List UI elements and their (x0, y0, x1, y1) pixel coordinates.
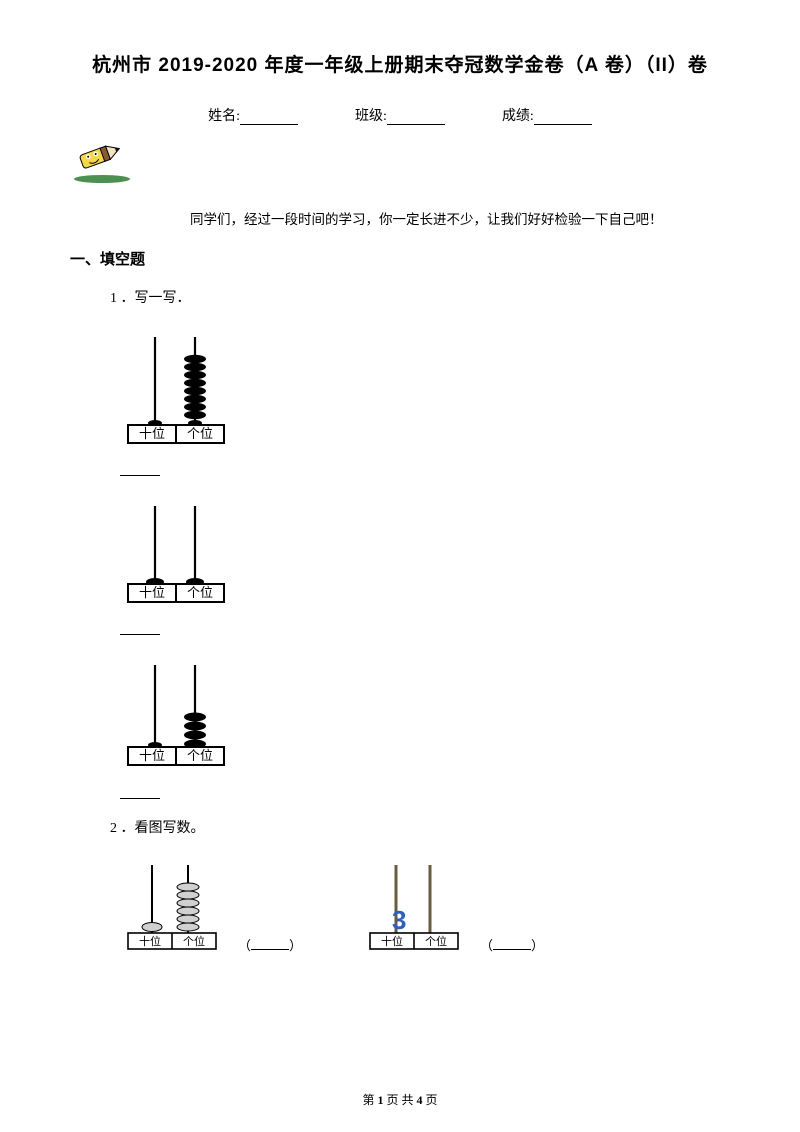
score-blank[interactable] (534, 111, 592, 125)
abacus-2: 十位 个位 (120, 498, 720, 608)
tens-label: 十位 (139, 426, 165, 441)
section-1-heading: 一、填空题 (70, 248, 720, 269)
q2-answer-1[interactable]: （） (238, 935, 302, 954)
abacus-1: 十位 个位 (120, 329, 720, 449)
abacus-q2-2: 3 十位 个位 （） (362, 859, 544, 954)
page-title: 杭州市 2019-2020 年度一年级上册期末夺冠数学金卷（A 卷）（II）卷 (80, 50, 720, 77)
class-label: 班级: (355, 109, 387, 124)
class-blank[interactable] (387, 111, 445, 125)
name-blank[interactable] (240, 111, 298, 125)
svg-text:个位: 个位 (183, 934, 205, 948)
svg-text:十位: 十位 (139, 934, 161, 948)
page-footer: 第 1 页 共 4 页 (0, 1091, 800, 1108)
answer-blank-3[interactable] (120, 798, 160, 799)
question-2: 2 ．看图写数。 (110, 817, 720, 837)
svg-text:十位: 十位 (139, 585, 165, 600)
q2-answer-2[interactable]: （） (480, 935, 544, 954)
svg-text:十位: 十位 (381, 934, 403, 948)
answer-blank-2[interactable] (120, 634, 160, 635)
score-label: 成绩: (502, 109, 534, 124)
q2-row: 十位 个位 （） 3 十位 个位 （） (120, 859, 720, 954)
abacus-3: 十位 个位 (120, 657, 720, 772)
intro-text: 同学们，经过一段时间的学习，你一定长进不少，让我们好好检验一下自己吧！ (190, 208, 720, 228)
answer-blank-1[interactable] (120, 475, 160, 476)
svg-text:个位: 个位 (425, 934, 447, 948)
svg-text:3: 3 (392, 905, 406, 935)
abacus-q2-1: 十位 个位 （） (120, 859, 302, 954)
svg-text:个位: 个位 (187, 585, 213, 600)
question-1: 1 ．写一写． (110, 287, 720, 307)
name-label: 姓名: (208, 109, 240, 124)
pencil-icon (64, 137, 720, 190)
svg-text:十位: 十位 (139, 748, 165, 763)
form-row: 姓名: 班级: 成绩: (80, 105, 720, 125)
ones-label: 个位 (187, 426, 213, 441)
svg-text:个位: 个位 (187, 748, 213, 763)
